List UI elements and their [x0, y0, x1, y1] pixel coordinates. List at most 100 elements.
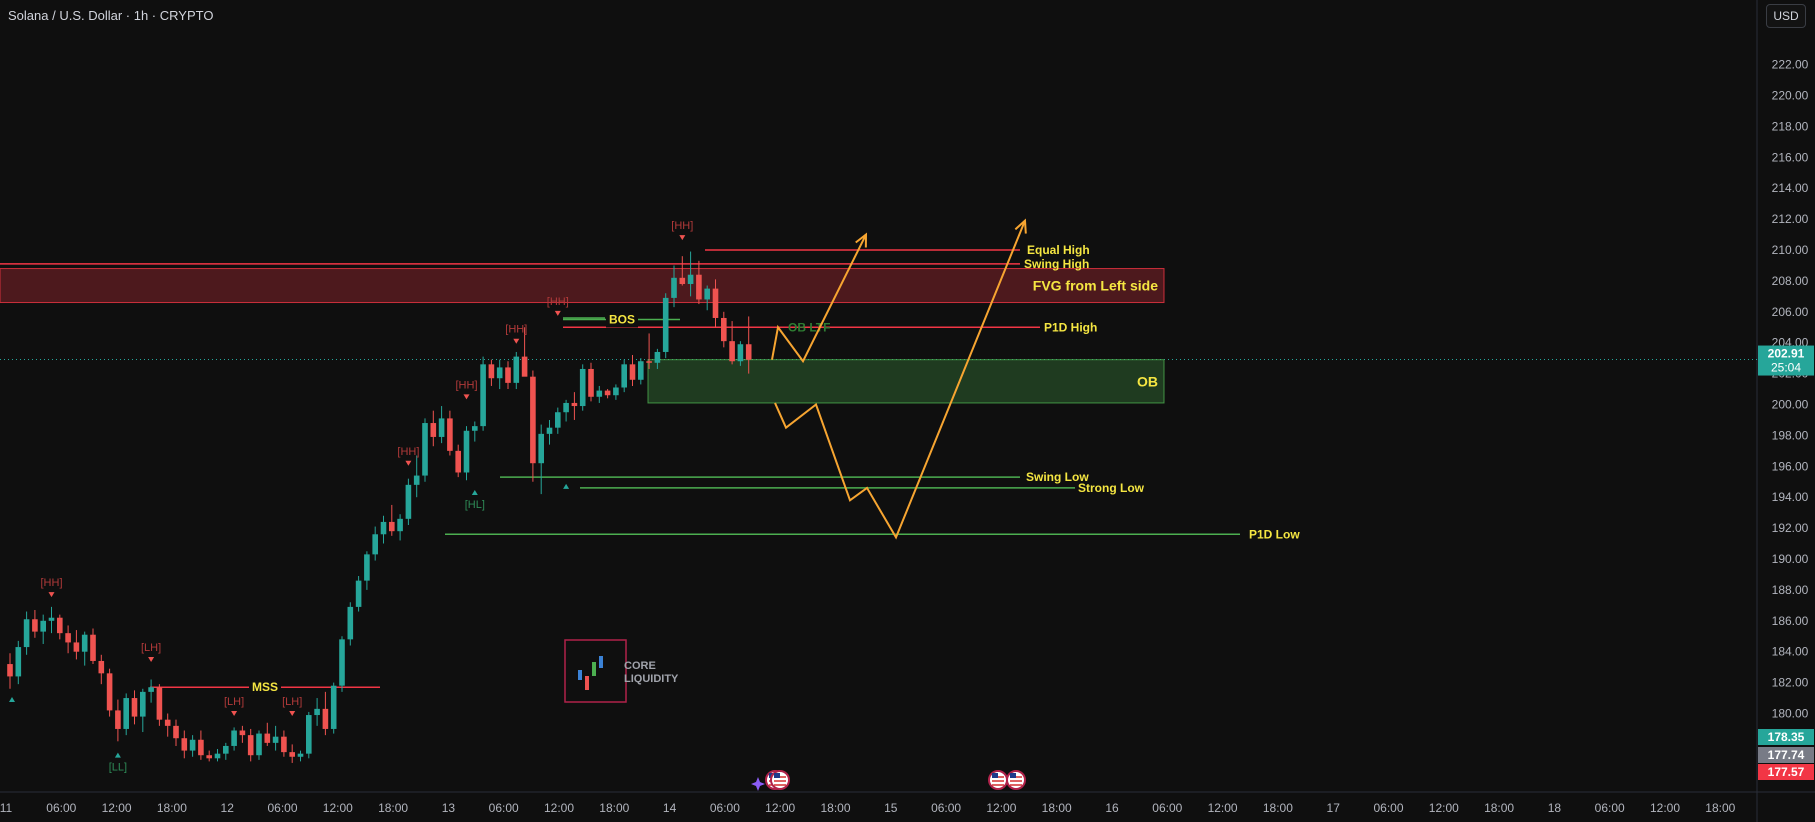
level-label-mss: MSS: [252, 680, 278, 694]
level-label-bg: [249, 679, 281, 696]
candle-body: [538, 433, 544, 464]
x-tick-label: 06:00: [267, 801, 297, 815]
candle-body: [173, 725, 179, 739]
x-tick-label: 06:00: [710, 801, 740, 815]
x-tick-label: 15: [884, 801, 898, 815]
x-tick-label: 18: [1548, 801, 1562, 815]
candle-body: [322, 708, 329, 729]
ob-zone-label: OB: [1137, 373, 1158, 389]
structure-marker-up: [114, 752, 121, 758]
candle-body: [15, 647, 22, 677]
x-tick-label: 12:00: [1429, 801, 1459, 815]
x-tick-label: 12: [221, 801, 235, 815]
candle-body: [264, 733, 271, 743]
candle-body: [745, 344, 752, 360]
y-tick-label: 188.00: [1772, 583, 1809, 597]
candle-body: [463, 430, 470, 473]
candle-body: [588, 368, 594, 397]
price-badge-value: 177.57: [1768, 765, 1805, 779]
candle-body: [721, 317, 727, 342]
structure-marker-down: [463, 394, 470, 400]
candle-body: [156, 687, 163, 720]
y-tick-label: 196.00: [1772, 459, 1809, 473]
candle-body: [638, 361, 644, 380]
candle-body: [621, 364, 627, 388]
candle-body: [57, 617, 63, 634]
candle-body: [272, 736, 279, 743]
structure-label-low: [LL]: [109, 762, 127, 774]
candle-body: [555, 412, 561, 428]
candle-body: [596, 390, 603, 397]
candle-body: [140, 691, 146, 717]
level-label-p1d-high: P1D High: [1044, 320, 1097, 334]
x-tick-label: 14: [663, 801, 677, 815]
structure-marker-down: [231, 711, 238, 717]
candle-body: [513, 356, 520, 383]
x-tick-label: 12:00: [102, 801, 132, 815]
candle-body: [214, 753, 221, 759]
candle-body: [397, 518, 403, 532]
candle-body: [447, 418, 453, 451]
x-tick-label: 16: [1105, 801, 1119, 815]
y-tick-label: 220.00: [1772, 89, 1809, 103]
structure-marker-up: [471, 490, 478, 496]
chart-title: Solana / U.S. Dollar · 1h · CRYPTO: [8, 8, 214, 23]
y-tick-label: 192.00: [1772, 521, 1809, 535]
candle-body: [40, 620, 46, 632]
x-tick-label: 18:00: [1042, 801, 1072, 815]
level-label-swing-high: Swing High: [1024, 257, 1089, 271]
y-tick-label: 194.00: [1772, 490, 1809, 504]
y-tick-label: 184.00: [1772, 645, 1809, 659]
event-flag-canton: [1010, 773, 1016, 778]
x-tick-label: 06:00: [931, 801, 961, 815]
watermark-text: CORE: [624, 660, 656, 672]
x-tick-label: 06:00: [1152, 801, 1182, 815]
candle-body: [604, 390, 611, 396]
y-tick-label: 216.00: [1772, 150, 1809, 164]
candle-body: [505, 367, 511, 383]
y-tick-label: 208.00: [1772, 274, 1809, 288]
structure-label-high: [HH]: [397, 446, 419, 458]
x-tick-label: 13: [442, 801, 456, 815]
candle-body: [256, 733, 262, 756]
candle-body: [115, 710, 121, 729]
candle-body: [455, 450, 461, 473]
projection-arrowhead: [1014, 218, 1027, 234]
y-tick-label: 214.00: [1772, 181, 1809, 195]
fvg-zone-label: FVG from Left side: [1033, 278, 1158, 294]
structure-marker-down: [405, 460, 412, 466]
structure-marker-up: [563, 483, 570, 489]
x-tick-label: 12:00: [765, 801, 795, 815]
x-tick-label: 06:00: [489, 801, 519, 815]
candle-body: [405, 484, 412, 519]
projection-arrowhead: [855, 232, 868, 248]
candle-body: [48, 617, 55, 621]
candle-body: [613, 387, 619, 396]
currency-button[interactable]: USD: [1766, 4, 1806, 28]
x-tick-label: 18:00: [820, 801, 850, 815]
structure-label-low: [HL]: [465, 499, 485, 511]
candle-body: [131, 698, 138, 717]
structure-marker-down: [48, 592, 55, 598]
candle-body: [189, 739, 196, 751]
structure-marker-down: [679, 235, 686, 241]
y-tick-label: 206.00: [1772, 305, 1809, 319]
candle-body: [472, 426, 478, 431]
candle-body: [521, 356, 528, 377]
candle-body: [223, 745, 229, 754]
candle-body: [355, 580, 362, 607]
x-tick-label: 12:00: [544, 801, 574, 815]
candle-body: [7, 664, 13, 677]
y-tick-label: 200.00: [1772, 398, 1809, 412]
candle-body: [106, 673, 113, 711]
candle-body: [98, 660, 105, 674]
candle-body: [347, 606, 354, 640]
level-label-equal-high: Equal High: [1027, 243, 1090, 257]
x-tick-label: 12:00: [323, 801, 353, 815]
candle-body: [696, 274, 702, 300]
candle-body: [247, 735, 254, 756]
candle-body: [679, 277, 686, 284]
structure-label-high: [LH]: [224, 696, 244, 708]
y-tick-label: 222.00: [1772, 58, 1809, 72]
